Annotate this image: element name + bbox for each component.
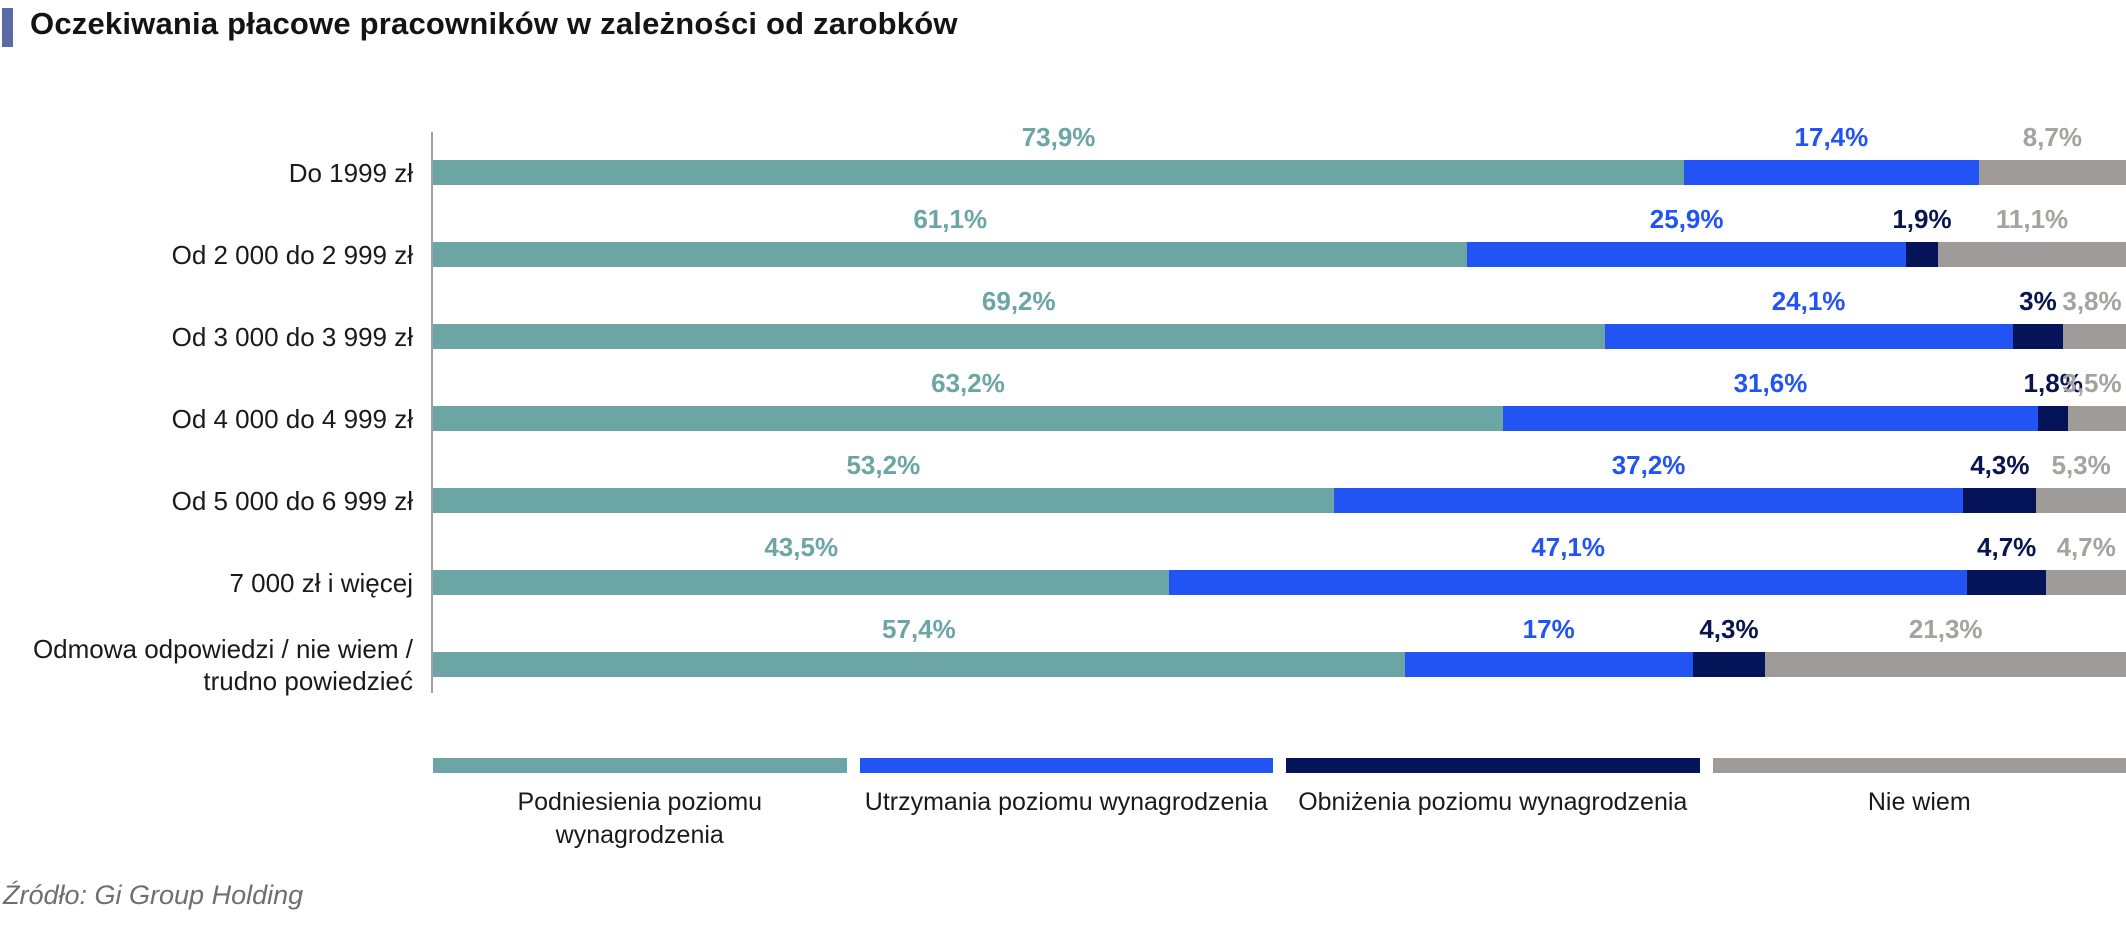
category-label: Do 1999 zł xyxy=(288,157,413,188)
bar-segment-utrzymania-poziomu-wynagrodzenia xyxy=(1404,652,1693,677)
legend-swatch-obniżenia-poziomu-wynagrodzenia xyxy=(1286,758,1700,773)
value-label-nie-wiem: 3,8% xyxy=(2062,286,2122,316)
bar-segment-obniżenia-poziomu-wynagrodzenia xyxy=(2012,324,2064,349)
value-label-obniżenia-poziomu-wynagrodzenia: 3% xyxy=(2019,286,2057,316)
value-label-utrzymania-poziomu-wynagrodzenia: 31,6% xyxy=(1733,368,1808,398)
bar-segment-podniesienia-poziomu-wynagrodzenia xyxy=(433,570,1170,595)
bar-segment-nie-wiem xyxy=(2063,324,2126,349)
legend-swatch-podniesienia-poziomu-wynagrodzenia xyxy=(433,758,847,773)
bar-row xyxy=(433,488,2126,513)
value-label-utrzymania-poziomu-wynagrodzenia: 47,1% xyxy=(1531,532,1606,562)
value-label-utrzymania-poziomu-wynagrodzenia: 17% xyxy=(1522,614,1575,644)
legend-item-utrzymania-poziomu-wynagrodzenia: Utrzymania poziomu wynagrodzenia xyxy=(859,758,1273,852)
category-label: Od 5 000 do 6 999 zł xyxy=(171,485,413,516)
bar-segment-obniżenia-poziomu-wynagrodzenia xyxy=(1692,652,1766,677)
value-label-obniżenia-poziomu-wynagrodzenia: 4,3% xyxy=(1970,450,2030,480)
bar-segment-utrzymania-poziomu-wynagrodzenia xyxy=(1169,570,1967,595)
legend-label: Podniesienia poziomu wynagrodzenia xyxy=(517,788,763,849)
category-label: Od 3 000 do 3 999 zł xyxy=(171,321,413,352)
bar-segment-podniesienia-poziomu-wynagrodzenia xyxy=(433,652,1405,677)
bar-segment-nie-wiem xyxy=(1938,242,2126,267)
legend-label: Utrzymania poziomu wynagrodzenia xyxy=(864,788,1268,816)
bar-row xyxy=(433,406,2126,431)
value-label-nie-wiem: 11,1% xyxy=(1995,204,2069,234)
bar-row xyxy=(433,324,2126,349)
value-label-podniesienia-poziomu-wynagrodzenia: 69,2% xyxy=(981,286,1056,316)
value-label-podniesienia-poziomu-wynagrodzenia: 43,5% xyxy=(764,532,839,562)
bar-segment-nie-wiem xyxy=(2036,488,2126,513)
category-label: Od 2 000 do 2 999 zł xyxy=(171,239,413,270)
value-label-podniesienia-poziomu-wynagrodzenia: 63,2% xyxy=(931,368,1005,398)
bar-segment-utrzymania-poziomu-wynagrodzenia xyxy=(1684,160,1979,185)
legend-item-obniżenia-poziomu-wynagrodzenia: Obniżenia poziomu wynagrodzenia xyxy=(1286,758,1700,852)
category-label: 7 000 zł i więcej xyxy=(229,567,413,598)
bar-segment-obniżenia-poziomu-wynagrodzenia xyxy=(1966,570,2047,595)
value-label-utrzymania-poziomu-wynagrodzenia: 25,9% xyxy=(1649,204,1724,234)
value-label-utrzymania-poziomu-wynagrodzenia: 24,1% xyxy=(1771,286,1846,316)
chart-legend: Podniesienia poziomu wynagrodzenia Utrzym… xyxy=(433,758,2126,852)
bar-segment-podniesienia-poziomu-wynagrodzenia xyxy=(433,242,1468,267)
value-label-obniżenia-poziomu-wynagrodzenia: 4,7% xyxy=(1977,532,2037,562)
value-label-nie-wiem: 8,7% xyxy=(2022,122,2082,152)
bar-segment-utrzymania-poziomu-wynagrodzenia xyxy=(1467,242,1906,267)
value-label-podniesienia-poziomu-wynagrodzenia: 57,4% xyxy=(882,614,956,644)
bar-segment-obniżenia-poziomu-wynagrodzenia xyxy=(1963,488,2037,513)
source-note: Źródło: Gi Group Holding xyxy=(3,880,304,910)
bar-segment-nie-wiem xyxy=(2046,570,2126,595)
bar-row xyxy=(433,160,2126,185)
title-accent-bar xyxy=(2,8,13,47)
value-label-nie-wiem: 21,3% xyxy=(1908,614,1983,644)
bar-row xyxy=(433,570,2126,595)
bar-segment-podniesienia-poziomu-wynagrodzenia xyxy=(433,406,1503,431)
value-label-obniżenia-poziomu-wynagrodzenia: 1,9% xyxy=(1892,204,1952,234)
bar-segment-utrzymania-poziomu-wynagrodzenia xyxy=(1333,488,1964,513)
value-label-obniżenia-poziomu-wynagrodzenia: 1,8% xyxy=(2023,368,2083,398)
bar-segment-podniesienia-poziomu-wynagrodzenia xyxy=(433,324,1605,349)
value-label-nie-wiem: 4,7% xyxy=(2056,532,2116,562)
category-label: Od 4 000 do 4 999 zł xyxy=(171,403,413,434)
bar-segment-obniżenia-poziomu-wynagrodzenia xyxy=(2037,406,2069,431)
legend-swatch-nie-wiem xyxy=(1712,758,2126,773)
value-label-podniesienia-poziomu-wynagrodzenia: 53,2% xyxy=(846,450,921,480)
bar-segment-utrzymania-poziomu-wynagrodzenia xyxy=(1604,324,2013,349)
value-label-utrzymania-poziomu-wynagrodzenia: 17,4% xyxy=(1794,122,1869,152)
bar-segment-podniesienia-poziomu-wynagrodzenia xyxy=(433,488,1334,513)
bar-segment-nie-wiem xyxy=(1978,160,2126,185)
value-label-podniesienia-poziomu-wynagrodzenia: 73,9% xyxy=(1021,122,1096,152)
legend-label: Nie wiem xyxy=(1867,788,1971,816)
value-label-nie-wiem: 5,3% xyxy=(2051,450,2111,480)
page-title: Oczekiwania płacowe pracowników w zależn… xyxy=(30,6,958,41)
value-label-utrzymania-poziomu-wynagrodzenia: 37,2% xyxy=(1611,450,1686,480)
bar-segment-podniesienia-poziomu-wynagrodzenia xyxy=(433,160,1685,185)
value-label-obniżenia-poziomu-wynagrodzenia: 4,3% xyxy=(1699,614,1759,644)
bar-segment-utrzymania-poziomu-wynagrodzenia xyxy=(1502,406,2038,431)
legend-item-nie-wiem: Nie wiem xyxy=(1712,758,2126,852)
legend-swatch-utrzymania-poziomu-wynagrodzenia xyxy=(859,758,1273,773)
legend-label: Obniżenia poziomu wynagrodzenia xyxy=(1298,788,1688,816)
value-label-podniesienia-poziomu-wynagrodzenia: 61,1% xyxy=(913,204,988,234)
bar-row xyxy=(433,242,2126,267)
legend-item-podniesienia-poziomu-wynagrodzenia: Podniesienia poziomu wynagrodzenia xyxy=(433,758,847,852)
y-axis-line xyxy=(431,132,433,693)
category-label: Odmowa odpowiedzi / nie wiem / trudno po… xyxy=(32,633,413,696)
bar-row xyxy=(433,652,2126,677)
value-label-nie-wiem: 3,5% xyxy=(2062,368,2122,398)
bar-segment-nie-wiem xyxy=(2068,406,2126,431)
bar-segment-nie-wiem xyxy=(1765,652,2126,677)
bar-segment-obniżenia-poziomu-wynagrodzenia xyxy=(1905,242,1939,267)
